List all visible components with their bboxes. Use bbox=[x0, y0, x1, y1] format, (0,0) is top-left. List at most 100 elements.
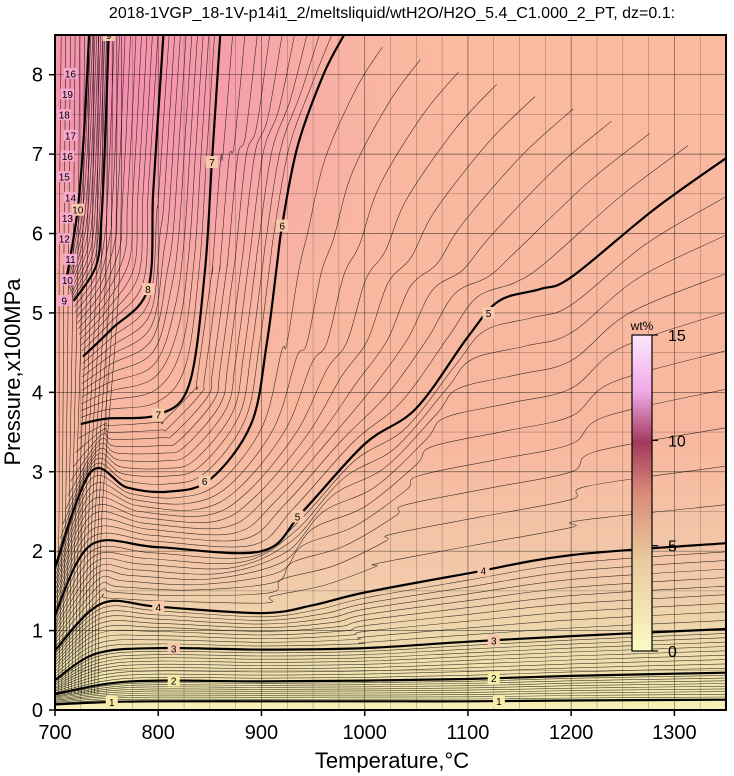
contour-label-bg bbox=[492, 695, 505, 708]
contour-line-minor bbox=[59, 35, 320, 539]
contour-line-minor bbox=[82, 35, 181, 378]
y-tick-label: 7 bbox=[32, 144, 43, 166]
contour-line-8 bbox=[82, 35, 165, 358]
edge-label-bg bbox=[57, 109, 72, 121]
contour-line-minor bbox=[55, 388, 726, 637]
contour-line-minor bbox=[75, 35, 246, 453]
thin-contour-lines bbox=[55, 35, 726, 704]
contour-label-bg bbox=[487, 634, 500, 647]
edge-label-text: 15 bbox=[59, 173, 71, 184]
edge-label-text: 13 bbox=[62, 214, 74, 225]
contour-line-9 bbox=[72, 35, 110, 302]
contour-line-minor bbox=[55, 96, 536, 592]
colorbar-ticks: 0 5 10 15 bbox=[652, 328, 686, 661]
contour-label-text: 1 bbox=[496, 697, 502, 708]
contour-line-minor bbox=[55, 273, 726, 626]
contour-line-minor bbox=[55, 577, 726, 663]
left-edge-contour-labels: 9 10 11 12 13 14 15 16 17 18 19 16 bbox=[57, 67, 78, 308]
contour-line-minor bbox=[57, 35, 332, 553]
contour-label-text: 3 bbox=[171, 644, 177, 655]
contour-line-minor bbox=[55, 120, 612, 601]
contour-label-text: 4 bbox=[155, 603, 161, 614]
contour-line-minor bbox=[55, 611, 726, 675]
contour-line-minor bbox=[72, 35, 107, 300]
contour-label-3: 3 bbox=[487, 634, 500, 647]
contour-line-minor bbox=[55, 133, 650, 606]
contour-line-minor bbox=[55, 196, 726, 619]
plot-frame bbox=[54, 34, 727, 711]
contour-label-7: 7 bbox=[152, 408, 165, 422]
contour-line-minor bbox=[55, 560, 726, 657]
contour-label-text: 10 bbox=[72, 206, 84, 217]
contour-line-10 bbox=[65, 35, 91, 280]
edge-label-text: 10 bbox=[62, 276, 74, 287]
contour-label-bg bbox=[152, 600, 165, 613]
contour-line-minor bbox=[72, 35, 258, 468]
edge-label-text: 9 bbox=[62, 297, 68, 308]
edge-contour-label: 15 bbox=[57, 171, 72, 184]
edge-label-text: 12 bbox=[59, 235, 71, 246]
edge-label-text: 11 bbox=[65, 255, 76, 266]
contour-label-text: 2 bbox=[171, 677, 177, 688]
contour-line-minor bbox=[55, 83, 498, 587]
contour-label-2: 2 bbox=[167, 674, 180, 688]
contour-line-minor bbox=[70, 35, 270, 482]
y-tick-label: 0 bbox=[32, 700, 43, 722]
contour-line-minor bbox=[55, 47, 383, 572]
y-tick-label: 3 bbox=[32, 462, 43, 484]
contour-line-minor bbox=[55, 675, 726, 696]
edge-label-bg bbox=[60, 212, 75, 224]
contour-label-bg bbox=[205, 156, 218, 169]
contour-label-bg bbox=[198, 475, 211, 488]
edge-label-bg bbox=[63, 191, 78, 203]
contour-label-text: 6 bbox=[202, 477, 208, 488]
contour-label-2: 2 bbox=[487, 672, 500, 685]
contour-label-3: 3 bbox=[167, 642, 180, 655]
edge-contour-label: 14 bbox=[63, 191, 78, 204]
contour-line-minor bbox=[68, 35, 98, 289]
contour-label-bg bbox=[482, 306, 495, 319]
edge-contour-label: 19 bbox=[60, 88, 75, 101]
contour-line-minor bbox=[77, 35, 137, 329]
contour-label-bg bbox=[487, 672, 500, 685]
contour-line-minor bbox=[81, 35, 187, 384]
edge-label-text: 14 bbox=[65, 193, 77, 204]
edge-label-bg bbox=[63, 253, 78, 265]
y-axis-title: Pressure,x100MPa bbox=[0, 278, 25, 466]
contour-line-minor bbox=[79, 35, 148, 341]
edge-label-text: 16 bbox=[62, 152, 74, 163]
contour-label-text: 5 bbox=[295, 512, 301, 523]
contour-line-minor bbox=[55, 654, 726, 689]
contour-label-text: 7 bbox=[209, 158, 215, 169]
contour-line-6 bbox=[55, 35, 345, 568]
contour-label-6: 6 bbox=[276, 219, 289, 233]
edge-contour-label: 11 bbox=[63, 253, 78, 266]
chart-title: 2018-1VGP_18-1V-p14i1_2/meltsliquid/wtH2… bbox=[109, 5, 675, 22]
contour-line-minor bbox=[74, 35, 90, 695]
contour-line-5 bbox=[55, 157, 726, 616]
contour-line-minor bbox=[94, 35, 118, 695]
contour-line-minor bbox=[55, 691, 726, 702]
edge-contour-label: 9 bbox=[57, 295, 72, 308]
contour-line-1 bbox=[55, 698, 726, 706]
contour-line-minor bbox=[55, 685, 726, 700]
edge-label-bg bbox=[57, 233, 72, 245]
contour-line-7 bbox=[80, 35, 222, 426]
contour-line-minor bbox=[55, 311, 726, 630]
edge-label-text: 17 bbox=[65, 131, 77, 142]
contour-line-minor bbox=[87, 35, 108, 695]
edge-label-bg bbox=[57, 295, 72, 307]
edge-label-bg bbox=[60, 274, 75, 286]
contour-line-minor bbox=[55, 633, 726, 682]
contour-line-minor bbox=[80, 35, 215, 418]
edge-contour-label: 10 bbox=[60, 274, 75, 287]
contour-line-minor bbox=[55, 646, 726, 686]
contour-line-minor bbox=[55, 71, 459, 582]
contour-label-bg bbox=[105, 695, 118, 708]
contour-line-minor bbox=[55, 620, 726, 678]
colorbar-tick-label: 10 bbox=[668, 433, 686, 450]
contour-line-4 bbox=[55, 542, 726, 652]
contour-line-minor bbox=[81, 35, 159, 352]
